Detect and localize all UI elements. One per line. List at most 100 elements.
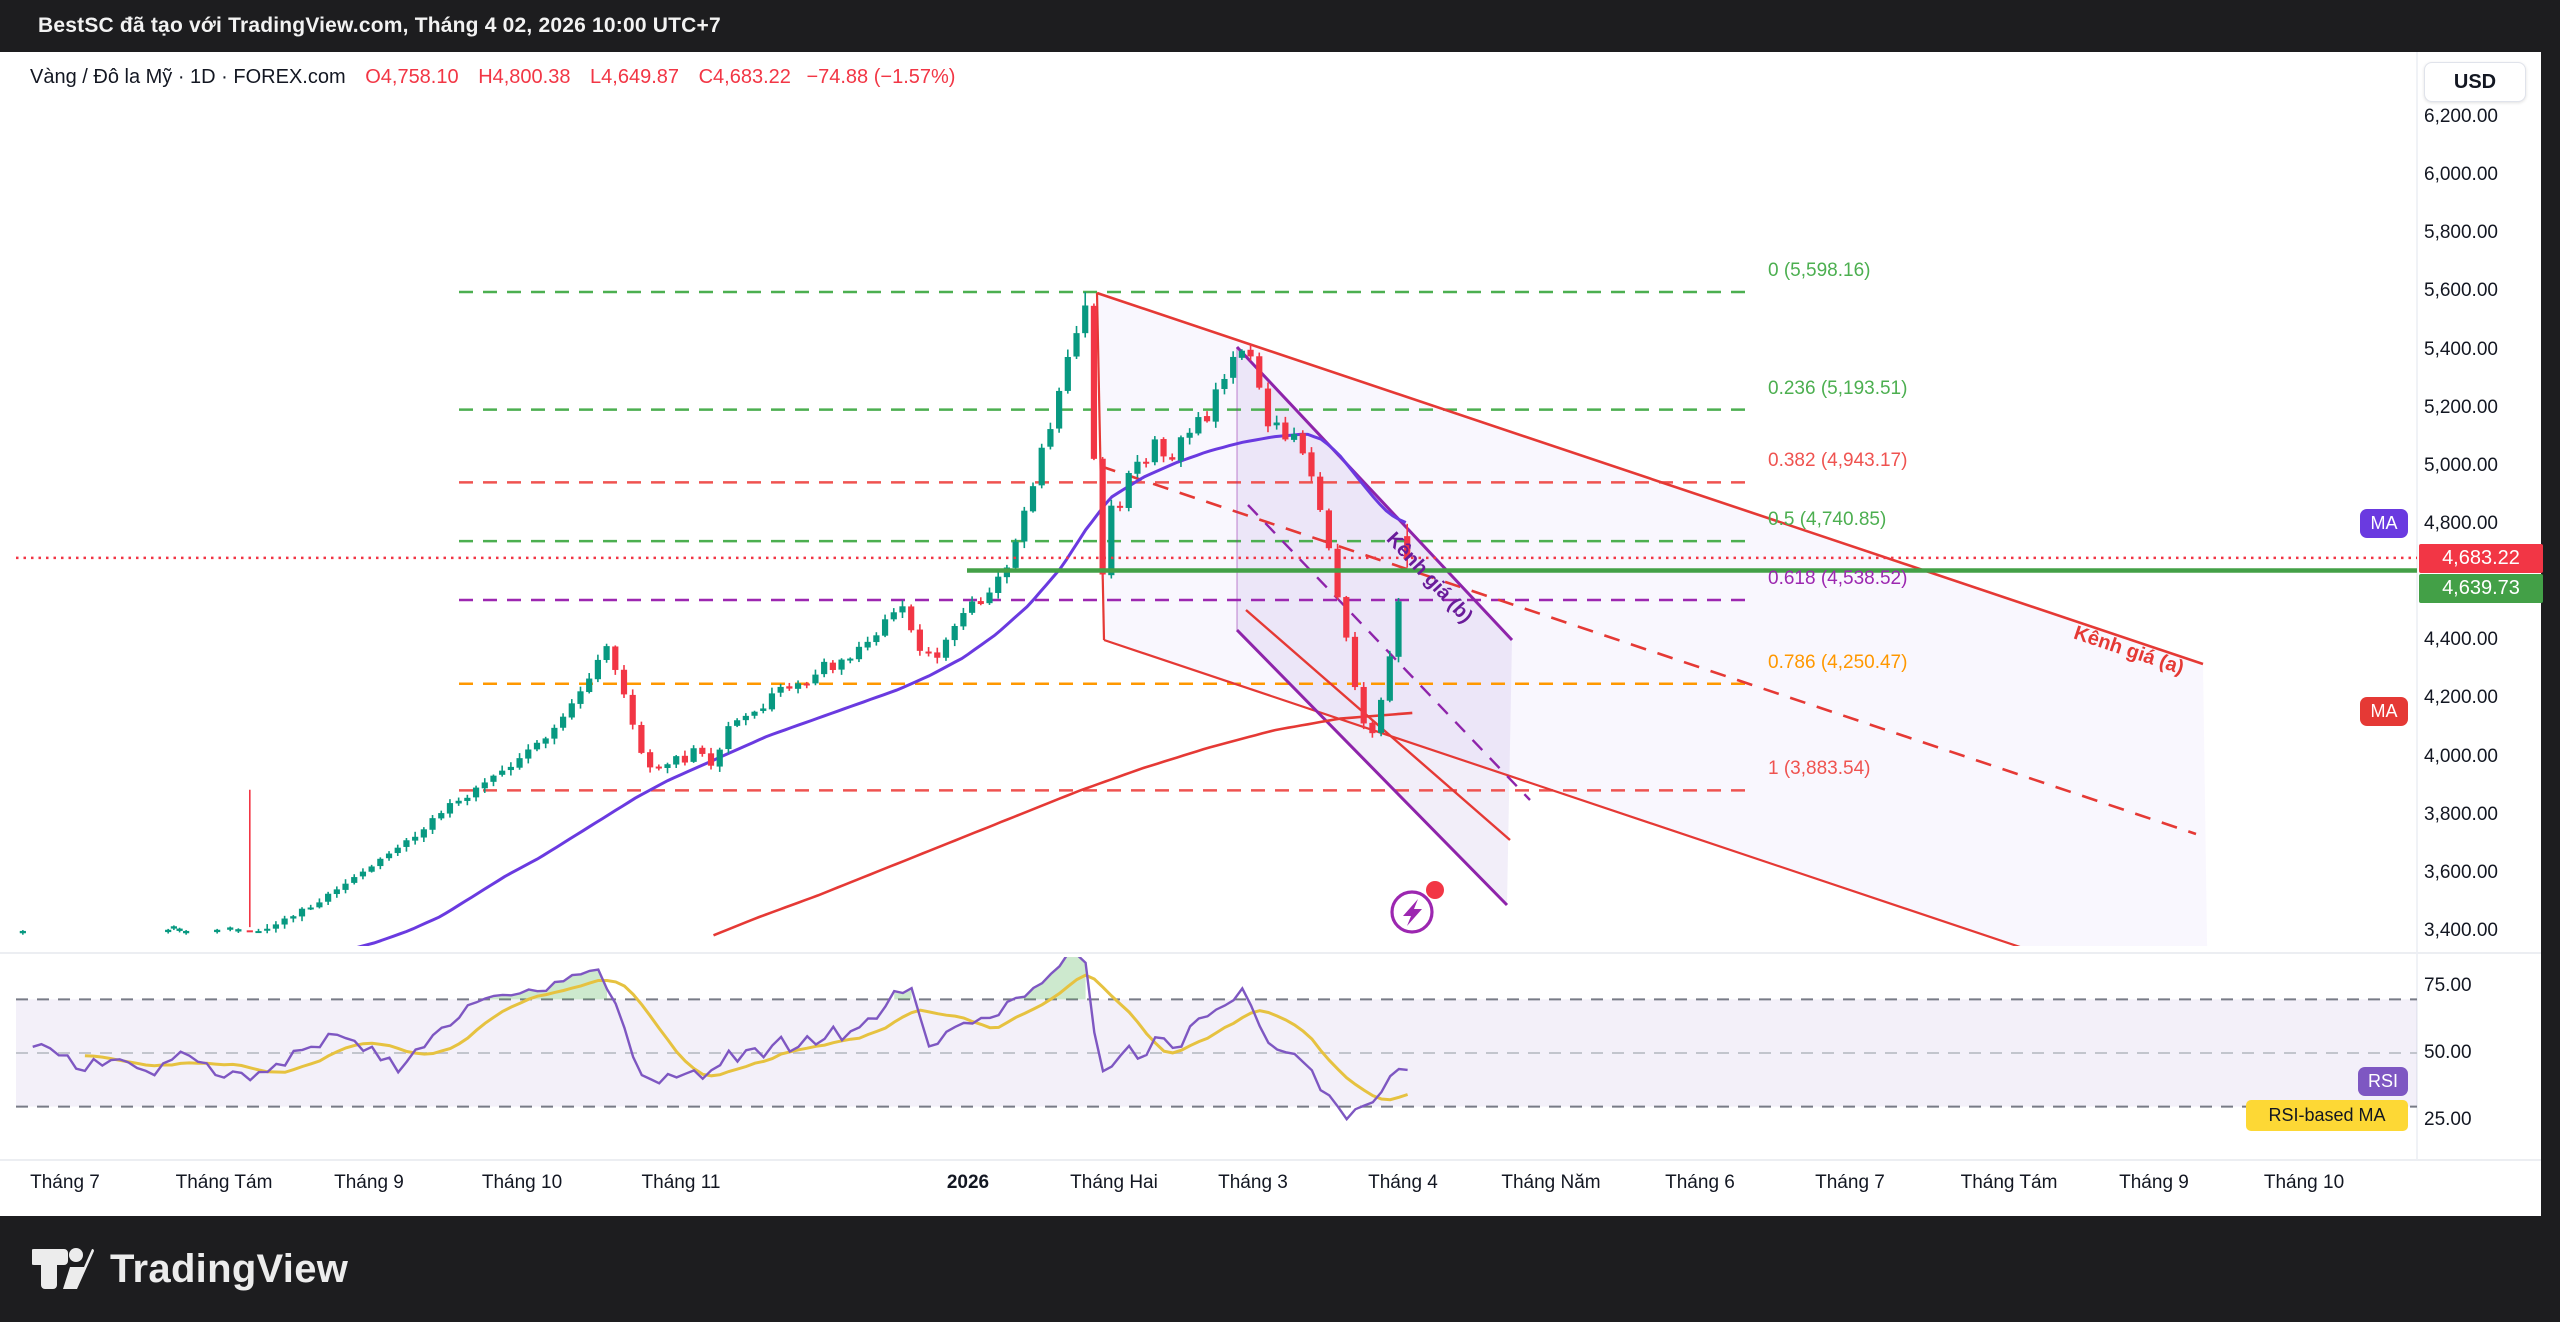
symbol-name[interactable]: Vàng / Đô la Mỹ · 1D · FOREX.com — [30, 66, 346, 88]
candle-body — [255, 931, 262, 934]
candle-body — [403, 840, 410, 847]
price-tick-3800: 3,800.00 — [2424, 803, 2498, 825]
candle-body — [446, 803, 454, 814]
candle-body — [176, 928, 183, 931]
flash-icon[interactable] — [1390, 881, 1444, 934]
candle-body — [1247, 349, 1254, 357]
footer-bar: TradingView — [0, 1216, 2560, 1322]
symbol-legend[interactable]: Vàng / Đô la Mỹ · 1D · FOREX.com O4,758.… — [30, 66, 955, 89]
time-tick-12: Tháng Tám — [1960, 1172, 2058, 1193]
candle-body — [925, 651, 932, 654]
candle-body — [342, 883, 349, 890]
currency-toggle-button[interactable]: USD — [2424, 62, 2526, 102]
candle-body — [960, 613, 967, 627]
rsi-ma-line — [84, 973, 1409, 1102]
candle-body — [1134, 461, 1141, 474]
candle-body — [734, 720, 741, 726]
candle-body — [1151, 439, 1158, 463]
ohlc-low: L4,649.87 — [590, 66, 680, 88]
candle-body — [533, 742, 541, 750]
candle-body — [472, 787, 480, 798]
candle-body — [908, 606, 915, 631]
channel-b-upper-line — [1235, 345, 1514, 642]
candle-body — [707, 753, 715, 766]
candle-body — [603, 646, 610, 660]
red-trendline — [1245, 609, 1511, 841]
candle-body — [1290, 434, 1298, 440]
candle-body — [1082, 305, 1089, 334]
candle-body — [620, 669, 628, 695]
candle-body — [1099, 458, 1106, 575]
candle-body — [455, 800, 462, 804]
channel-b-fill — [1237, 347, 1512, 905]
candle-body — [1343, 597, 1350, 638]
time-tick-14: Tháng 10 — [2263, 1172, 2345, 1193]
rsi-tick-75: 75.00 — [2424, 975, 2472, 996]
candle-body — [899, 606, 906, 613]
fib-label-0.382: 0.382 (4,943.17) — [1768, 450, 1908, 472]
candle-body — [934, 652, 941, 658]
candle-body — [1160, 439, 1167, 457]
ma-slow-line — [713, 711, 1413, 937]
price-change: −74.88 (−1.57%) — [806, 66, 956, 88]
price-tick-6200: 6,200.00 — [2424, 106, 2498, 127]
candle-body — [864, 641, 871, 648]
candle-body — [325, 893, 332, 902]
ohlc-open: O4,758.10 — [365, 66, 459, 88]
rsi-axis-pill: RSI — [2358, 1067, 2408, 1096]
candle-body — [1378, 699, 1385, 733]
candle-body — [725, 726, 732, 750]
candle-body — [655, 766, 662, 769]
rsi-ma-axis-pill: RSI-based MA — [2246, 1100, 2408, 1131]
candle-body — [1404, 536, 1411, 558]
channel-a-upper-line — [1096, 291, 2204, 666]
main-pane[interactable] — [16, 290, 2417, 1010]
time-tick-4: Tháng 11 — [641, 1172, 721, 1193]
candle-body — [551, 727, 558, 739]
ma-fast-line — [356, 432, 1407, 946]
candle-body — [673, 756, 680, 765]
candle-body — [385, 853, 393, 859]
candle-body — [577, 691, 584, 704]
ma-slow-axis-pill: MA — [2360, 697, 2408, 726]
candle-body — [1064, 356, 1071, 391]
candle-body — [290, 916, 297, 919]
candle-body — [1395, 601, 1402, 657]
time-tick-10: Tháng 6 — [1665, 1172, 1735, 1193]
candle-body — [316, 902, 323, 908]
rsi-pane[interactable] — [16, 953, 2417, 1122]
candle-body — [420, 829, 427, 838]
candle-body — [1386, 656, 1393, 701]
fib-label-1: 1 (3,883.54) — [1768, 758, 1871, 780]
tradingview-wordmark[interactable]: TradingView — [110, 1246, 349, 1291]
candle-body — [829, 662, 836, 670]
time-tick-2: Tháng 9 — [334, 1172, 404, 1193]
candle-body — [699, 747, 706, 754]
candle-body — [333, 889, 340, 895]
time-tick-13: Tháng 9 — [2119, 1172, 2189, 1193]
candle-body — [516, 758, 523, 768]
channel-a-midline — [1099, 464, 2197, 836]
candle-body — [803, 683, 810, 686]
candle-body — [1282, 422, 1289, 440]
candle-body — [307, 907, 314, 910]
candle-body — [777, 686, 784, 693]
candle-body — [873, 635, 880, 643]
snapshot-title-bar: BestSC đã tạo với TradingView.com, Tháng… — [0, 0, 2560, 52]
candle-body — [1143, 461, 1150, 464]
candle-body — [170, 926, 177, 929]
price-tick-5800: 5,800.00 — [2424, 222, 2498, 244]
candle-body — [359, 871, 367, 877]
candle-body — [438, 813, 445, 819]
candle-body — [464, 797, 471, 801]
candle-body — [264, 928, 271, 931]
candle-body — [490, 775, 497, 782]
candle-body — [638, 725, 645, 753]
candle-body — [612, 646, 619, 670]
candle-body — [1308, 452, 1315, 477]
time-tick-5: 2026 — [946, 1172, 990, 1193]
channel-a-fill — [1097, 293, 2208, 946]
candle-body — [1351, 636, 1359, 688]
tradingview-logo-icon[interactable] — [32, 1241, 96, 1297]
